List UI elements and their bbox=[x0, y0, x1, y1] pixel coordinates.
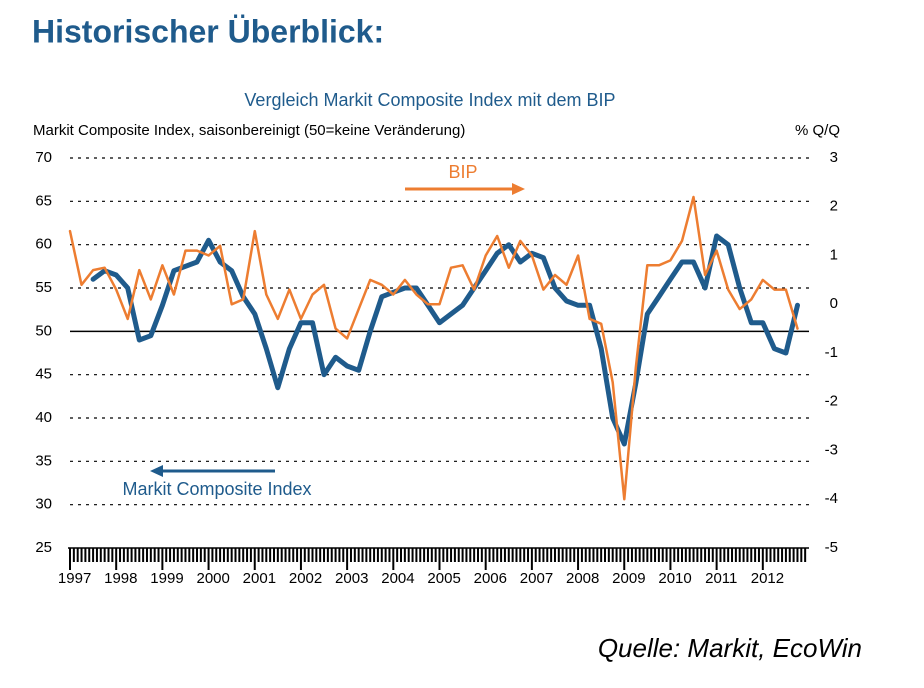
y-tick-label: 60 bbox=[35, 236, 52, 253]
y2-tick-label: 3 bbox=[830, 149, 838, 166]
y-tick-label: 55 bbox=[35, 279, 52, 296]
y2-tick-label: -4 bbox=[825, 490, 838, 507]
y2-tick-label: 0 bbox=[830, 295, 838, 312]
x-tick-label: 2003 bbox=[335, 570, 368, 587]
legend-label: Markit Composite Index bbox=[122, 479, 311, 499]
x-tick-label: 2001 bbox=[243, 570, 276, 587]
x-tick-label: 2011 bbox=[705, 570, 737, 587]
y-tick-label: 35 bbox=[35, 452, 52, 469]
y2-tick-label: 2 bbox=[830, 198, 838, 215]
page-title: Historischer Überblick: bbox=[32, 13, 384, 49]
chart-title: Vergleich Markit Composite Index mit dem… bbox=[244, 90, 615, 110]
y2-tick-label: 1 bbox=[830, 246, 838, 263]
x-tick-label: 2005 bbox=[427, 570, 460, 587]
legend-label: BIP bbox=[448, 162, 477, 182]
y-tick-label: 70 bbox=[35, 149, 52, 166]
y2-tick-label: -5 bbox=[825, 539, 838, 556]
x-tick-label: 2008 bbox=[566, 570, 599, 587]
x-tick-label: 1997 bbox=[58, 570, 91, 587]
y-tick-label: 30 bbox=[35, 496, 52, 513]
y-tick-label: 65 bbox=[35, 192, 52, 209]
annotation-arrow-head bbox=[512, 183, 525, 195]
y-axis-label: Markit Composite Index, saisonbereinigt … bbox=[33, 122, 465, 139]
series-line bbox=[68, 195, 799, 501]
x-tick-label: 1999 bbox=[150, 570, 183, 587]
y-tick-label: 50 bbox=[35, 322, 52, 339]
y2-tick-label: -3 bbox=[825, 441, 838, 458]
y-tick-label: 40 bbox=[35, 409, 52, 426]
x-tick-label: 2009 bbox=[612, 570, 645, 587]
series-line bbox=[90, 233, 800, 447]
x-tick-label: 2012 bbox=[751, 570, 784, 587]
annotation-arrow-head bbox=[150, 465, 163, 477]
x-tick-label: 2004 bbox=[381, 570, 414, 587]
y-tick-label: 45 bbox=[35, 366, 52, 383]
x-tick-label: 2007 bbox=[520, 570, 553, 587]
y2-axis-label: % Q/Q bbox=[795, 122, 840, 139]
y2-tick-label: -2 bbox=[825, 393, 838, 410]
y2-tick-label: -1 bbox=[825, 344, 838, 361]
x-tick-label: 2006 bbox=[474, 570, 507, 587]
x-tick-label: 2002 bbox=[289, 570, 322, 587]
y-tick-label: 25 bbox=[35, 539, 52, 556]
x-tick-label: 2000 bbox=[196, 570, 229, 587]
x-tick-label: 2010 bbox=[658, 570, 691, 587]
x-tick-label: 1998 bbox=[104, 570, 137, 587]
source: Quelle: Markit, EcoWin bbox=[598, 633, 862, 663]
